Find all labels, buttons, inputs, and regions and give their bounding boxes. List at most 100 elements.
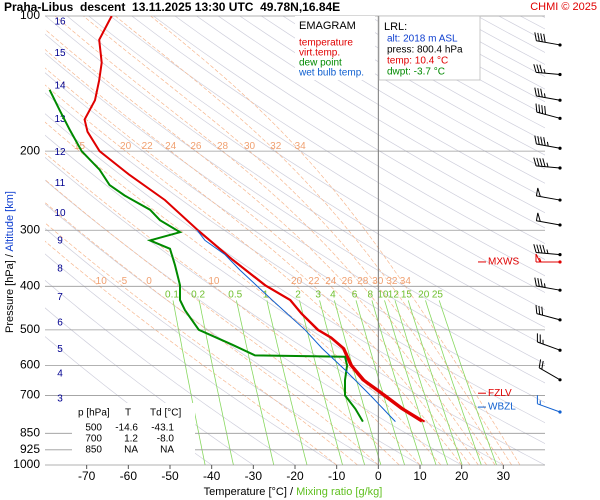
dry-adiabat	[45, 253, 337, 465]
mixing-ratio-line	[299, 300, 343, 465]
moist-adiabat	[45, 240, 337, 465]
wind-barb	[533, 64, 562, 77]
dry-adiabat	[66, 16, 545, 328]
wind-barb	[535, 305, 562, 322]
altitude-label: 6	[57, 318, 63, 329]
x-label-temperature: Temperature [°C]	[204, 486, 287, 498]
table-cell: -8.0	[157, 434, 175, 445]
moist-adiabat	[83, 16, 504, 465]
moist-adiabat-label: 28	[217, 141, 229, 152]
dry-adiabat	[564, 16, 600, 465]
table-cell: 1.2	[124, 434, 138, 445]
altitude-label: 13	[54, 114, 66, 125]
table-cell: 850	[85, 445, 102, 456]
x-tick-label: 30	[497, 469, 511, 483]
wind-barb	[536, 333, 562, 352]
lrl-line: dwpt: -3.7 °C	[387, 67, 445, 78]
y-tick-label: 925	[20, 442, 40, 456]
moist-adiabat-label: 10	[208, 276, 220, 287]
wind-barb	[535, 212, 562, 227]
lrl-box	[378, 15, 481, 81]
wind-barb	[534, 135, 562, 150]
table-cell: NA	[124, 445, 138, 456]
lrl-line: alt: 2018 m ASL	[387, 34, 458, 45]
x-tick-label: 0	[375, 469, 382, 483]
dry-adiabat	[45, 33, 545, 365]
y-tick-label: 700	[20, 388, 40, 402]
barb-station	[558, 72, 562, 77]
labels: Praha-Libus descent 13.11.2025 13:30 UTC…	[4, 0, 597, 498]
altitude-label: 10	[54, 208, 66, 219]
mixing-ratio-line	[384, 300, 437, 465]
moist-adiabat-label: 34	[295, 141, 307, 152]
mixing-ratio-line	[394, 300, 449, 465]
mixing-ratio-line	[236, 300, 275, 465]
moist-adiabat-label: 20	[291, 276, 303, 287]
credit: CHMI © 2025	[530, 1, 597, 13]
x-tick-label: -40	[203, 469, 221, 483]
moist-adiabat	[45, 67, 471, 465]
mixing-ratio-label: 15	[401, 290, 413, 301]
level-label: FZLV	[488, 388, 512, 399]
y-label-pressure: Pressure [hPa]	[4, 260, 16, 333]
barb-station	[558, 116, 562, 120]
x-tick-label: -60	[120, 469, 138, 483]
moist-adiabat-label: 24	[165, 141, 177, 152]
dry-adiabat	[282, 16, 545, 170]
table-cell: -43.1	[151, 423, 174, 434]
dry-adiabat	[455, 16, 545, 65]
y-label-altitude: Altitude [km]	[4, 191, 16, 252]
legend-title: EMAGRAM	[299, 20, 356, 32]
dry-adiabat	[174, 16, 545, 244]
dry-adiabat	[88, 16, 545, 311]
dry-adiabat	[498, 16, 545, 42]
moist-adiabat-label: 0	[146, 276, 152, 287]
mixing-ratio-line	[425, 300, 482, 465]
barb-station	[558, 288, 562, 292]
barb-shaft	[538, 359, 561, 381]
barb-shaft	[535, 187, 561, 201]
barb-station	[558, 223, 562, 227]
table-cell: -14.6	[115, 423, 138, 434]
altitude-label: 4	[57, 368, 63, 379]
mixing-ratio-label: 4	[330, 290, 336, 301]
barb-station	[558, 410, 562, 414]
barb-station	[558, 260, 562, 264]
mixing-ratio-line	[198, 300, 234, 465]
moist-adiabat-label: -10	[92, 276, 107, 287]
moist-adiabat-label: 22	[308, 276, 320, 287]
barb-shaft	[536, 395, 561, 413]
y-tick-label: 400	[20, 278, 40, 292]
wind-barb	[536, 395, 562, 414]
moist-adiabat-label: 32	[270, 141, 282, 152]
barb-shaft	[535, 212, 561, 226]
barb-station	[558, 198, 562, 202]
wind-barb	[538, 359, 562, 382]
y-tick-label: 300	[20, 222, 40, 236]
legend-box	[295, 16, 375, 80]
barb-shaft	[533, 157, 561, 169]
lrl-title: LRL:	[384, 21, 407, 33]
chart-title: Praha-Libus descent 13.11.2025 13:30 UTC…	[4, 0, 340, 14]
barb-station	[558, 146, 562, 150]
dry-adiabat	[369, 16, 545, 116]
y-tick-label: 500	[20, 322, 40, 336]
barb-station	[558, 166, 562, 170]
mixing-ratio-label: 6	[352, 290, 358, 301]
dry-adiabat	[239, 16, 545, 199]
moist-adiabat-label: -5	[118, 276, 127, 287]
barb-shaft	[533, 244, 561, 256]
wind-barb	[533, 244, 562, 257]
profile-line	[197, 229, 426, 423]
table-header: Td [°C]	[150, 408, 181, 419]
legend-entry: wet bulb temp.	[298, 68, 364, 79]
level-label: MXWS	[488, 257, 519, 268]
barb-station	[558, 43, 562, 47]
moist-adiabat-label: 26	[342, 276, 354, 287]
moist-adiabat	[45, 84, 462, 465]
altitude-label: 16	[54, 16, 66, 27]
dry-adiabat	[45, 52, 545, 384]
barb-station	[558, 378, 562, 382]
